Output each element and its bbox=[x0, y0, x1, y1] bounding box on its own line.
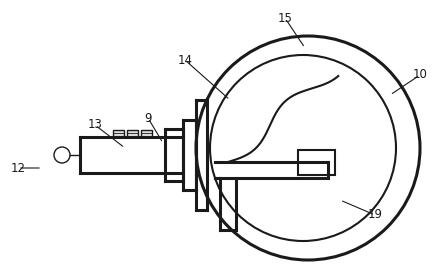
Text: 14: 14 bbox=[177, 53, 193, 66]
Bar bbox=[112, 130, 124, 137]
Text: 15: 15 bbox=[277, 12, 292, 24]
Bar bbox=[298, 150, 335, 175]
Text: 19: 19 bbox=[368, 209, 382, 222]
Text: 13: 13 bbox=[87, 119, 102, 132]
Text: 9: 9 bbox=[144, 112, 152, 124]
Text: 10: 10 bbox=[413, 68, 427, 81]
Bar bbox=[126, 130, 138, 137]
Bar bbox=[141, 130, 152, 137]
Text: 12: 12 bbox=[10, 161, 25, 175]
